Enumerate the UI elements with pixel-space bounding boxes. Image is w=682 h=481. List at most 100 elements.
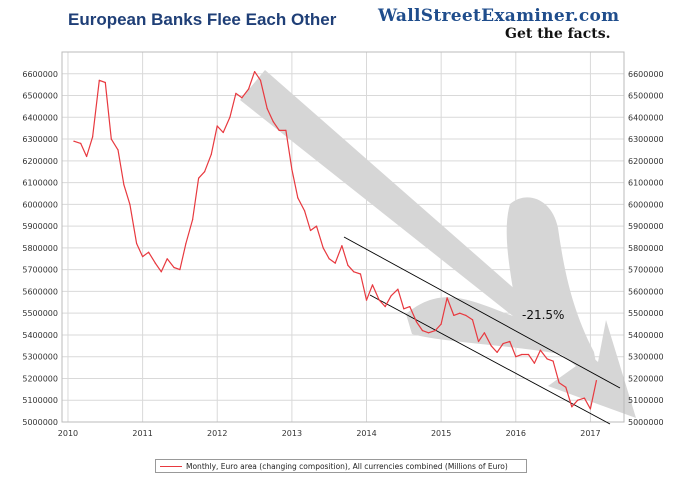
- data-point: [80, 142, 82, 144]
- data-point: [502, 343, 504, 345]
- brand-logo-text: WallStreetExaminer.com: [378, 6, 620, 26]
- data-point: [365, 299, 368, 301]
- data-point: [589, 408, 592, 410]
- data-point: [546, 358, 548, 360]
- data-point: [384, 306, 386, 308]
- y-tick-label-right: 5600000: [628, 287, 664, 296]
- data-point: [341, 245, 343, 247]
- data-point: [160, 271, 162, 273]
- y-tick-label-left: 6600000: [22, 70, 58, 79]
- data-point: [154, 262, 156, 264]
- y-tick-label-left: 5200000: [22, 374, 58, 383]
- series-layer: [73, 70, 598, 410]
- y-tick-label-right: 6500000: [628, 92, 664, 101]
- data-point: [204, 171, 206, 173]
- data-point: [483, 332, 485, 334]
- data-point: [291, 168, 293, 171]
- y-tick-label-left: 6300000: [22, 135, 58, 144]
- x-tick-label: 2012: [207, 429, 227, 438]
- data-point: [347, 264, 349, 266]
- data-point: [552, 360, 554, 362]
- y-tick-label-left: 6000000: [22, 200, 58, 209]
- y-tick-label-right: 5100000: [628, 396, 664, 405]
- data-point: [92, 136, 94, 138]
- x-tick-label: 2013: [282, 429, 302, 438]
- down-trend-arrow: [240, 70, 636, 418]
- y-tick-label-left: 5800000: [22, 244, 58, 253]
- data-point: [117, 149, 119, 151]
- data-point: [272, 121, 274, 123]
- y-tick-label-left: 5300000: [22, 353, 58, 362]
- y-tick-label-left: 5600000: [22, 287, 58, 296]
- data-point: [198, 177, 200, 179]
- trend-arrows: [240, 70, 636, 418]
- data-point: [86, 155, 88, 158]
- data-point: [142, 256, 144, 258]
- data-point: [166, 258, 168, 260]
- y-tick-label-left: 5100000: [22, 396, 58, 405]
- data-point: [179, 269, 181, 271]
- y-tick-label-right: 6600000: [628, 70, 664, 79]
- data-point: [353, 271, 355, 273]
- data-point: [577, 399, 579, 401]
- y-tick-label-right: 5300000: [628, 353, 664, 362]
- y-tick-label-left: 5000000: [22, 418, 58, 427]
- channel-upper-line: [343, 236, 621, 389]
- data-point: [558, 382, 560, 384]
- data-point: [390, 295, 392, 297]
- y-tick-label-right: 5900000: [628, 222, 664, 231]
- y-tick-label-right: 6300000: [628, 135, 664, 144]
- data-point: [421, 330, 424, 332]
- data-point: [322, 247, 324, 249]
- data-point: [427, 332, 430, 334]
- data-point: [309, 229, 312, 232]
- data-point: [216, 125, 218, 127]
- y-tick-label-left: 5900000: [22, 222, 58, 231]
- data-point: [527, 353, 530, 356]
- data-point: [440, 323, 442, 325]
- data-point: [129, 203, 131, 205]
- data-point: [297, 197, 299, 199]
- x-tick-label: 2014: [356, 429, 376, 438]
- data-point: [533, 362, 536, 364]
- data-point: [173, 266, 175, 269]
- y-tick-label-left: 5700000: [22, 266, 58, 275]
- data-point: [403, 308, 405, 310]
- data-point: [235, 92, 237, 94]
- axis-layer: 5000000 5000000 5100000 5100000 5200000 52000…: [22, 51, 664, 438]
- y-tick-label-right: 6200000: [628, 157, 664, 166]
- data-point: [259, 79, 262, 81]
- data-point: [248, 88, 250, 90]
- bounce-arrow: [406, 197, 598, 374]
- data-point: [334, 262, 336, 264]
- data-point: [459, 312, 461, 314]
- y-tick-label-left: 6100000: [22, 179, 58, 188]
- data-point: [409, 306, 411, 308]
- percent-change-annotation: -21.5%: [522, 308, 565, 322]
- y-tick-label-right: 6400000: [628, 113, 664, 122]
- x-tick-label: 2016: [506, 429, 526, 438]
- data-point: [434, 330, 436, 332]
- y-tick-label-right: 5400000: [628, 331, 664, 340]
- data-point: [415, 321, 418, 323]
- data-point: [471, 319, 474, 321]
- data-point: [148, 251, 150, 253]
- data-point: [565, 386, 567, 388]
- y-tick-label-left: 6200000: [22, 157, 58, 166]
- data-point: [222, 131, 224, 134]
- data-point: [254, 71, 256, 73]
- data-point: [266, 108, 268, 110]
- data-point: [453, 314, 455, 316]
- legend: Monthly, Euro area (changing composition…: [155, 459, 527, 473]
- data-point: [210, 153, 212, 155]
- data-point: [304, 210, 306, 212]
- y-tick-label-left: 5400000: [22, 331, 58, 340]
- data-point: [496, 351, 498, 353]
- data-point: [490, 345, 492, 347]
- y-tick-label-right: 5000000: [628, 418, 664, 427]
- data-point: [521, 353, 523, 356]
- y-tick-label-right: 6000000: [628, 200, 664, 209]
- x-tick-label: 2011: [132, 429, 152, 438]
- y-tick-label-right: 5800000: [628, 244, 664, 253]
- legend-swatch: [160, 465, 182, 467]
